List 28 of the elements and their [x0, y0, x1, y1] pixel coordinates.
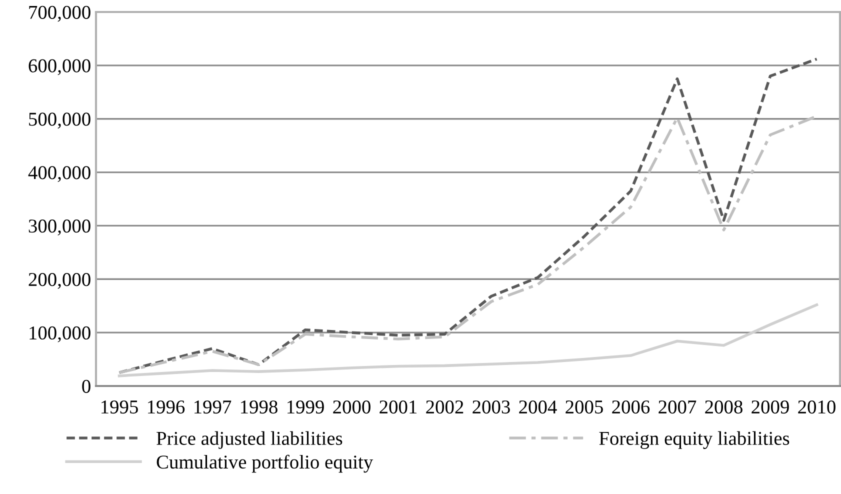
x-tick-label: 1996	[148, 400, 185, 414]
legend-label: Cumulative portfolio equity	[156, 454, 374, 473]
x-tick-label: 2008	[705, 400, 742, 414]
x-tick-label: 2006	[612, 400, 650, 414]
x-tick-label: 1995	[102, 400, 138, 414]
y-tick-label: 600,000	[28, 59, 90, 76]
legend-label: Foreign equity liabilities	[599, 431, 790, 449]
x-tick-label: 2000	[333, 400, 370, 414]
x-tick-label: 2001	[380, 400, 417, 414]
x-tick-label: 2005	[566, 400, 603, 414]
x-tick-label: 2007	[658, 400, 696, 414]
y-tick-label: 300,000	[28, 220, 90, 236]
x-tick-label: 1998	[241, 400, 278, 414]
x-tick-label: 1999	[288, 400, 324, 414]
y-tick-label: 0	[82, 380, 90, 393]
x-tick-label: 2002	[426, 400, 464, 414]
x-tick-label: 2010	[798, 400, 836, 414]
y-tick-label: 200,000	[28, 272, 90, 289]
x-tick-label: 2003	[472, 400, 510, 414]
x-tick-label: 2009	[752, 400, 789, 414]
line-series	[118, 303, 818, 378]
y-tick-label: 500,000	[29, 112, 90, 129]
legend-label: Price adjusted liabilities	[156, 431, 342, 449]
y-tick-label: 100,000	[30, 326, 90, 342]
x-tick-label: 2004	[519, 400, 557, 414]
y-tick-label: 400,000	[28, 166, 90, 182]
y-tick-label: 700,000	[29, 6, 90, 22]
x-tick-label: 1997	[194, 400, 232, 414]
